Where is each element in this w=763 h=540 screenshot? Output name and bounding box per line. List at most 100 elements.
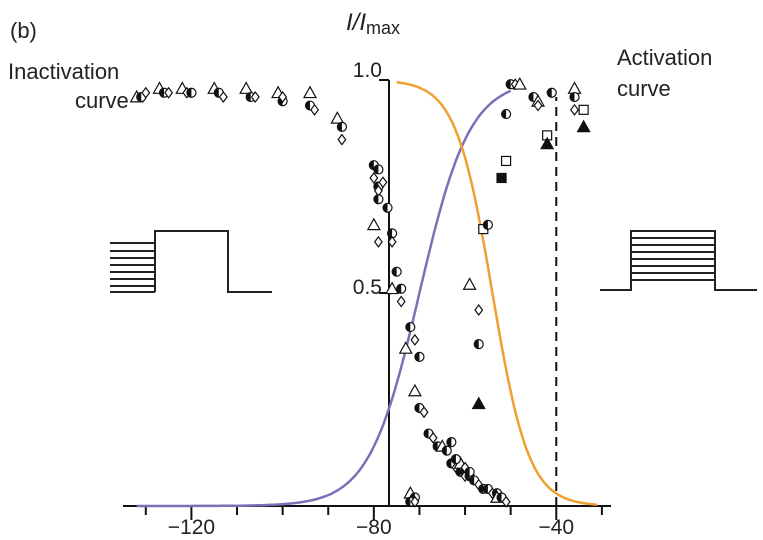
open-triangle-point bbox=[512, 77, 527, 90]
activation-label-line2: curve bbox=[617, 76, 671, 101]
circle-fill bbox=[483, 484, 488, 494]
activation-protocol-icon bbox=[600, 230, 757, 291]
open-square-point bbox=[578, 104, 589, 115]
panel-label: (b) bbox=[10, 18, 37, 43]
open-triangle-point bbox=[462, 277, 477, 290]
circle-fill bbox=[528, 92, 534, 102]
circle-fill bbox=[424, 429, 429, 439]
circle-fill bbox=[246, 92, 251, 102]
fit-curves bbox=[136, 80, 598, 508]
open-diamond-point bbox=[141, 86, 151, 99]
circle-fill bbox=[570, 92, 575, 102]
circle-fill bbox=[506, 79, 511, 89]
circle-fill bbox=[465, 467, 470, 477]
circle-fill bbox=[414, 352, 420, 362]
half-filled-circle-point bbox=[186, 87, 197, 98]
circle-fill bbox=[474, 339, 479, 349]
half-filled-circle-point bbox=[450, 454, 462, 465]
circle-fill bbox=[547, 88, 552, 98]
circle-fill bbox=[392, 267, 397, 277]
open-diamond-point bbox=[218, 91, 228, 104]
half-filled-circle-point bbox=[441, 445, 452, 456]
inactivation-label-line1: Inactivation bbox=[8, 59, 119, 84]
circle-fill bbox=[214, 88, 219, 98]
circle-fill bbox=[497, 492, 502, 502]
half-filled-circle-point bbox=[391, 266, 402, 277]
open-triangle-point bbox=[407, 383, 422, 397]
circle-fill bbox=[373, 194, 379, 204]
open-diamond-point bbox=[410, 333, 420, 346]
open-diamond-point bbox=[501, 495, 511, 508]
open-diamond-point bbox=[410, 495, 420, 508]
open-diamond-point bbox=[164, 86, 174, 99]
circle-fill bbox=[501, 109, 507, 119]
inactivation-curve-fit bbox=[136, 89, 512, 508]
half-filled-circle-point bbox=[569, 91, 580, 103]
open-diamond-point bbox=[570, 103, 580, 116]
open-triangle-point bbox=[385, 281, 400, 295]
half-filled-circle-point bbox=[382, 202, 393, 213]
x-tick-label: −120 bbox=[168, 516, 215, 539]
open-diamond-point bbox=[310, 103, 320, 116]
circle-fill bbox=[455, 467, 461, 477]
half-filled-circle-point bbox=[373, 194, 384, 205]
open-diamond-point bbox=[250, 91, 260, 104]
y-tick-label: 0.5 bbox=[353, 276, 382, 299]
data-points bbox=[129, 77, 591, 508]
open-diamond-point bbox=[387, 235, 397, 248]
half-filled-circle-point bbox=[373, 164, 384, 175]
inactivation-label-line2: curve bbox=[75, 88, 129, 113]
open-diamond-point bbox=[278, 91, 288, 104]
open-triangle-point bbox=[239, 81, 254, 94]
circle-fill bbox=[405, 322, 411, 332]
circle-fill bbox=[136, 92, 142, 102]
circle-fill bbox=[159, 88, 165, 98]
circle-fill bbox=[305, 101, 310, 111]
open-diamond-point bbox=[533, 99, 543, 112]
half-filled-circle-point bbox=[482, 219, 493, 230]
open-diamond-point bbox=[378, 176, 388, 189]
circle-fill bbox=[337, 122, 342, 132]
circle-fill bbox=[446, 458, 452, 468]
y-axis-label: I/Imax bbox=[346, 9, 400, 38]
circle-fill bbox=[396, 284, 402, 294]
open-square-point bbox=[501, 155, 512, 167]
axes: −120 −80 −40 0.5 1.0 bbox=[123, 59, 611, 539]
circle-fill bbox=[469, 475, 475, 485]
y-tick-label: 1.0 bbox=[353, 59, 382, 82]
y-axis-label-main: I/I bbox=[346, 9, 366, 36]
circle-fill bbox=[383, 203, 388, 213]
open-triangle-point bbox=[366, 217, 381, 231]
filled-triangle-point bbox=[576, 119, 591, 133]
open-diamond-point bbox=[396, 295, 406, 308]
half-filled-circle-point bbox=[473, 339, 484, 350]
open-diamond-point bbox=[337, 133, 347, 146]
circle-fill bbox=[373, 164, 379, 174]
circle-fill bbox=[433, 441, 438, 451]
circle-fill bbox=[405, 497, 411, 507]
x-tick-label: −80 bbox=[356, 516, 392, 539]
circle-fill bbox=[442, 446, 447, 456]
half-filled-circle-point bbox=[446, 437, 457, 448]
open-triangle-point bbox=[330, 111, 345, 124]
open-diamond-point bbox=[419, 406, 429, 419]
open-diamond-point bbox=[373, 235, 383, 248]
half-filled-circle-point bbox=[464, 466, 475, 478]
half-filled-circle-point bbox=[396, 283, 407, 294]
half-filled-circle-point bbox=[501, 108, 512, 120]
half-filled-circle-point bbox=[414, 351, 425, 362]
open-square-point bbox=[496, 172, 507, 184]
open-diamond-point bbox=[369, 171, 379, 184]
filled-triangle-point bbox=[540, 136, 555, 150]
activation-label-line1: Activation bbox=[617, 45, 712, 70]
half-filled-circle-point bbox=[336, 121, 348, 132]
half-filled-circle-point bbox=[405, 321, 416, 333]
filled-triangle-point bbox=[471, 396, 486, 410]
open-triangle-point bbox=[302, 85, 318, 99]
activation-curve-fit bbox=[396, 80, 598, 506]
y-axis-label-sub: max bbox=[366, 18, 400, 38]
x-tick-label: −40 bbox=[538, 516, 574, 539]
circle-fill bbox=[414, 403, 420, 413]
half-filled-circle-point bbox=[546, 87, 557, 98]
